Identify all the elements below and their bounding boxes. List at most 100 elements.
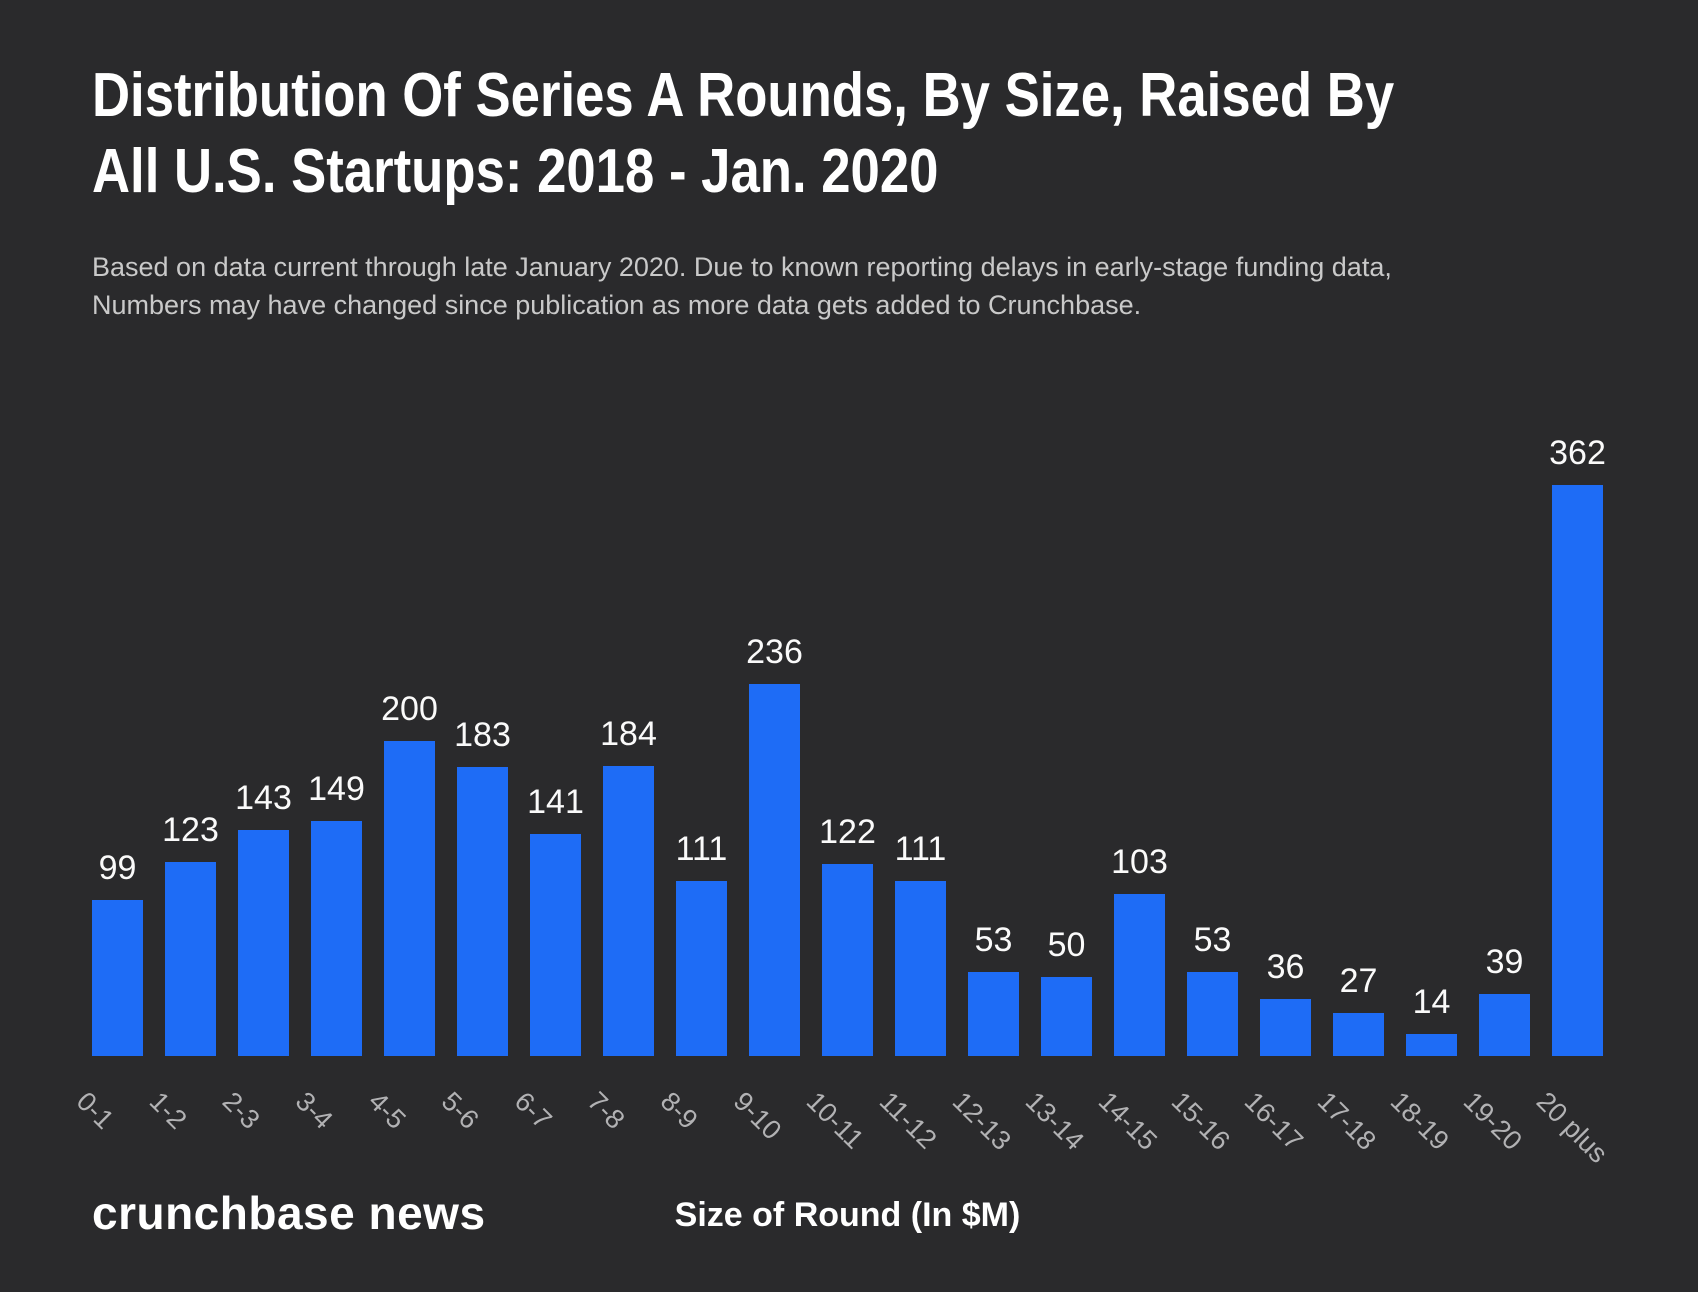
- bar: [895, 881, 946, 1056]
- bar-column: 141: [527, 783, 584, 1056]
- bar: [92, 900, 143, 1056]
- x-tick: 17-18: [1311, 1056, 1384, 1206]
- bar: [238, 830, 289, 1056]
- x-axis-title: Size of Round (In $M): [674, 1196, 1021, 1234]
- bar-column: 111: [676, 830, 727, 1056]
- bar: [603, 766, 654, 1056]
- bar: [749, 684, 800, 1056]
- bar-value-label: 184: [600, 715, 657, 753]
- bar-value-label: 99: [98, 849, 137, 887]
- x-tick-label: 19-20: [1457, 1086, 1528, 1157]
- bar-column: 53: [968, 921, 1019, 1056]
- bar-column: 39: [1479, 943, 1530, 1056]
- x-tick-label: 6-7: [508, 1086, 558, 1135]
- bar-value-label: 183: [454, 716, 511, 754]
- bar: [384, 741, 435, 1056]
- bar: [676, 881, 727, 1056]
- bar-column: 50: [1041, 926, 1092, 1056]
- x-tick-label: 17-18: [1311, 1086, 1382, 1157]
- x-tick-label: 8-9: [654, 1086, 704, 1135]
- bar-value-label: 39: [1485, 943, 1524, 981]
- bar: [457, 767, 508, 1056]
- bar-column: 99: [92, 849, 143, 1056]
- x-tick-label: 13-14: [1019, 1086, 1090, 1157]
- x-tick: 7-8: [581, 1056, 654, 1206]
- x-tick: 12-13: [946, 1056, 1019, 1206]
- bar: [530, 834, 581, 1056]
- x-tick-label: 0-1: [70, 1086, 120, 1135]
- bar-column: 184: [600, 715, 657, 1056]
- bar: [1552, 485, 1603, 1056]
- bar-column: 111: [895, 830, 946, 1056]
- x-tick-label: 7-8: [581, 1086, 631, 1135]
- x-tick: 18-19: [1384, 1056, 1457, 1206]
- x-tick: 3-4: [289, 1056, 362, 1206]
- x-tick: 0-1: [70, 1056, 143, 1206]
- bar-value-label: 53: [974, 921, 1013, 959]
- page-subtitle-line-2: Numbers may have changed since publicati…: [92, 290, 1142, 320]
- bar-value-label: 149: [308, 770, 365, 808]
- bar-column: 53: [1187, 921, 1238, 1056]
- x-tick: 13-14: [1019, 1056, 1092, 1206]
- bar-column: 143: [235, 779, 292, 1056]
- bar-column: 36: [1260, 948, 1311, 1056]
- x-tick-label: 1-2: [143, 1086, 193, 1135]
- bar: [1041, 977, 1092, 1056]
- x-tick: 5-6: [435, 1056, 508, 1206]
- x-tick: 1-2: [143, 1056, 216, 1206]
- bar-column: 183: [454, 716, 511, 1056]
- x-tick: 20 plus: [1530, 1056, 1613, 1206]
- x-tick-label: 18-19: [1384, 1086, 1455, 1157]
- x-tick: 11-12: [873, 1056, 946, 1206]
- x-tick: 10-11: [800, 1056, 873, 1206]
- bar: [822, 864, 873, 1056]
- bar: [1479, 994, 1530, 1056]
- bar-value-label: 362: [1549, 434, 1606, 472]
- bar-column: 123: [162, 811, 219, 1056]
- x-tick: 19-20: [1457, 1056, 1530, 1206]
- bar-column: 200: [381, 690, 438, 1056]
- x-tick-label: 11-12: [873, 1086, 942, 1155]
- x-tick: 16-17: [1238, 1056, 1311, 1206]
- bar-value-label: 141: [527, 783, 584, 821]
- x-tick: 2-3: [216, 1056, 289, 1206]
- bar: [968, 972, 1019, 1056]
- bar-value-label: 143: [235, 779, 292, 817]
- bar-column: 362: [1549, 434, 1606, 1056]
- bar-value-label: 123: [162, 811, 219, 849]
- bar-column: 103: [1111, 843, 1168, 1056]
- x-tick: 8-9: [654, 1056, 727, 1206]
- x-tick-label: 9-10: [727, 1086, 787, 1146]
- bar-value-label: 200: [381, 690, 438, 728]
- bar-value-label: 236: [746, 633, 803, 671]
- x-tick-label: 12-13: [946, 1086, 1017, 1157]
- x-tick: 14-15: [1092, 1056, 1165, 1206]
- x-tick-label: 16-17: [1238, 1086, 1309, 1157]
- bar: [165, 862, 216, 1056]
- x-tick-label: 2-3: [216, 1086, 266, 1135]
- bar-value-label: 50: [1047, 926, 1086, 964]
- bar: [1333, 1013, 1384, 1056]
- bar-value-label: 27: [1339, 962, 1378, 1000]
- bar-value-label: 14: [1412, 983, 1451, 1021]
- bar-value-label: 36: [1266, 948, 1305, 986]
- x-tick-label: 3-4: [289, 1086, 339, 1135]
- x-tick-label: 14-15: [1092, 1086, 1163, 1157]
- x-tick-label: 5-6: [435, 1086, 485, 1135]
- bar: [311, 821, 362, 1056]
- page-title-line-1: Distribution Of Series A Rounds, By Size…: [92, 61, 1395, 130]
- crunchbase-news-logo: crunchbase news: [92, 1187, 486, 1239]
- bar-value-label: 111: [894, 830, 947, 868]
- bar-column: 149: [308, 770, 365, 1056]
- x-tick: 6-7: [508, 1056, 581, 1206]
- page-subtitle: Based on data current through late Janua…: [92, 248, 1392, 324]
- page-title-line-2: All U.S. Startups: 2018 - Jan. 2020: [92, 137, 939, 206]
- bar-chart: 99 123 143 149 200 183 141 184 111 236 122 111 53 50 1…: [92, 400, 1606, 1056]
- x-tick: 9-10: [727, 1056, 800, 1206]
- x-tick-label: 10-11: [800, 1086, 869, 1155]
- bar-column: 14: [1406, 983, 1457, 1056]
- bar-value-label: 122: [819, 813, 876, 851]
- x-axis-tick-row: 0-1 1-2 2-3 3-4 4-5 5-6 6-7 7-8 8-9 9-10 10-11 11-1…: [70, 1056, 1613, 1206]
- bar-column: 236: [746, 633, 803, 1056]
- x-tick: 4-5: [362, 1056, 435, 1206]
